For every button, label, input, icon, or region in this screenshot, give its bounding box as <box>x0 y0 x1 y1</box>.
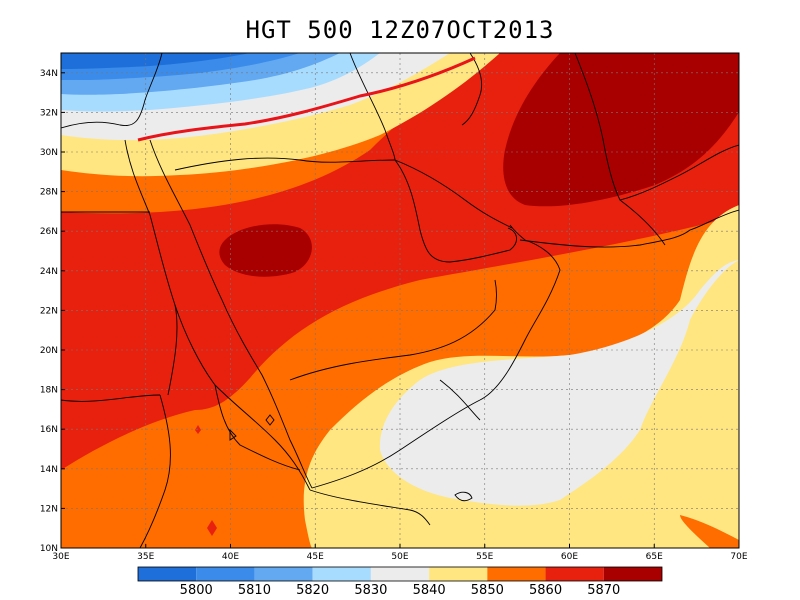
x-tick-label: 45E <box>307 552 324 562</box>
coastlines <box>61 53 739 548</box>
colorbar-swatch <box>370 567 430 581</box>
y-tick-label: 18N <box>40 386 58 396</box>
height-field <box>61 53 739 548</box>
x-tick-label: 40E <box>222 552 239 562</box>
y-tick-label: 16N <box>40 425 58 435</box>
y-tick-label: 30N <box>40 148 58 158</box>
x-tick-label: 60E <box>561 552 578 562</box>
x-tick-label: 65E <box>646 552 663 562</box>
colorbar-level-label: 5870 <box>587 583 620 598</box>
x-tick-label: 50E <box>391 552 408 562</box>
grid-lines <box>61 53 739 548</box>
band-5800 <box>61 53 250 69</box>
x-tick-label: 70E <box>730 552 747 562</box>
x-tick-label: 55E <box>476 552 493 562</box>
colorbar-frame <box>137 566 663 582</box>
colorbar-swatch <box>254 567 313 581</box>
y-axis: 10N 12N 14N 16N 18N 20N 22N 24N 26N 28N 30N 32N 34N <box>40 69 65 554</box>
colorbar-swatch <box>545 567 604 581</box>
x-tick-label: 35E <box>137 552 154 562</box>
colorbar-level-label: 5820 <box>296 583 329 598</box>
contour-5840-line <box>137 56 476 142</box>
colorbar-swatch <box>196 567 255 581</box>
colorbar-level-label: 5860 <box>529 583 562 598</box>
y-tick-label: 10N <box>40 544 58 554</box>
colorbar-swatch <box>487 567 546 581</box>
map-title: HGT 500 12Z07OCT2013 <box>245 16 555 44</box>
colorbar-level-label: 5810 <box>238 583 271 598</box>
y-tick-label: 26N <box>40 227 58 237</box>
x-axis: 30E 35E 40E 45E 50E 55E 60E 65E 70E <box>52 544 748 562</box>
band-5840-south <box>379 260 739 506</box>
band-5880-east <box>503 53 739 207</box>
y-tick-label: 14N <box>40 465 58 475</box>
colorbar-swatch <box>429 567 488 581</box>
band-5880-arabia <box>219 224 312 277</box>
colorbar-swatch <box>312 567 371 581</box>
x-tick-label: 30E <box>52 552 69 562</box>
y-tick-label: 28N <box>40 188 58 198</box>
y-tick-label: 20N <box>40 346 58 356</box>
colorbar-level-label: 5850 <box>471 583 504 598</box>
y-tick-label: 32N <box>40 108 58 118</box>
y-tick-label: 12N <box>40 504 58 514</box>
y-tick-label: 22N <box>40 306 58 316</box>
colorbar-level-label: 5840 <box>413 583 446 598</box>
spot-5870 <box>207 520 217 536</box>
y-tick-label: 24N <box>40 267 58 277</box>
colorbar-level-label: 5800 <box>180 583 213 598</box>
colorbar-level-label: 5830 <box>354 583 387 598</box>
y-tick-label: 34N <box>40 69 58 79</box>
colorbar-swatch <box>603 567 662 581</box>
colorbar-swatch <box>138 567 197 581</box>
colorbar: 5800 5810 5820 5830 5840 5850 5860 5870 <box>137 566 663 598</box>
